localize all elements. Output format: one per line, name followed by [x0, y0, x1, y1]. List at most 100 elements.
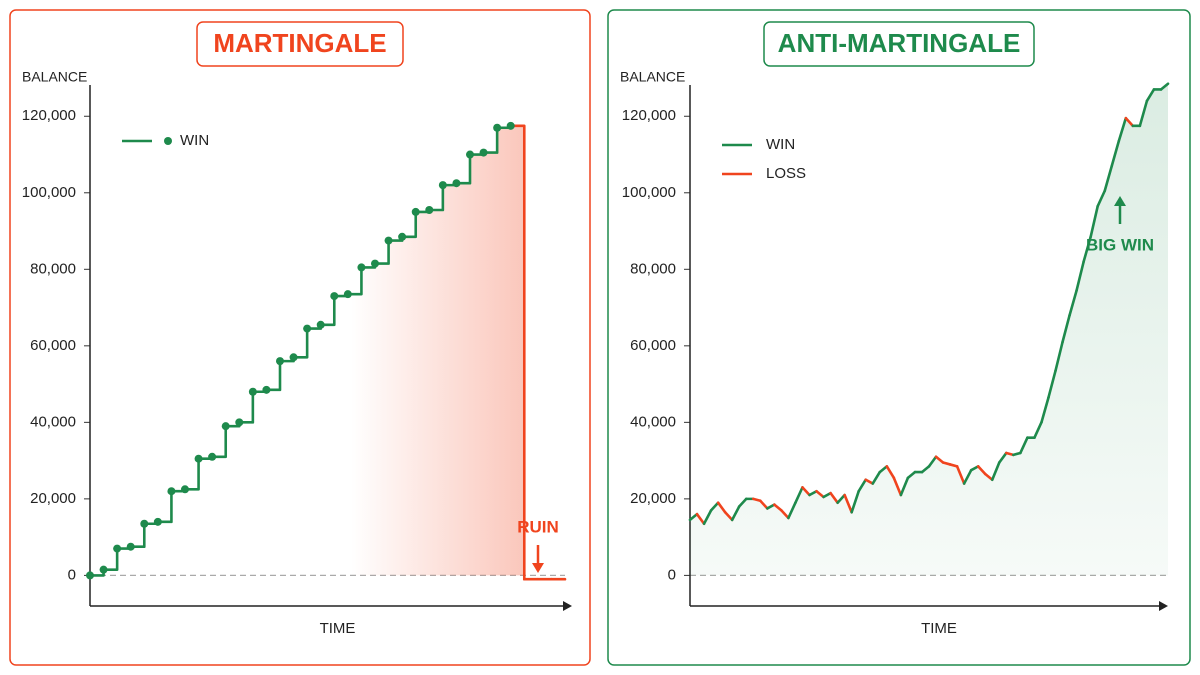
line-segment: [1040, 396, 1050, 424]
line-segment: [815, 489, 825, 499]
line-segment: [737, 497, 748, 508]
line-segment: [836, 493, 846, 504]
marker: [235, 418, 244, 427]
line-segment: [934, 455, 945, 464]
annotation: RUIN: [517, 517, 559, 536]
line-segment: [983, 472, 994, 482]
legend-marker: [164, 137, 172, 145]
legend-label: WIN: [180, 132, 209, 149]
y-axis-label: BALANCE: [22, 69, 87, 85]
marker: [411, 207, 420, 216]
marker: [438, 181, 447, 190]
line-segment: [210, 424, 228, 459]
annotation: BIG WIN: [1086, 235, 1154, 254]
panel-frame: [9, 9, 591, 666]
line-segment: [1075, 260, 1085, 292]
marker: [208, 452, 217, 461]
marker: [371, 259, 379, 268]
line-segment: [969, 465, 980, 472]
marker: [303, 324, 312, 333]
marker: [221, 422, 230, 431]
line-segment: [455, 153, 472, 185]
marker: [248, 387, 257, 396]
marker: [289, 353, 298, 362]
line-segment: [156, 489, 173, 524]
line-segment: [716, 501, 727, 514]
marker: [425, 206, 434, 214]
chart-title: ANTI-MARTINGALE: [778, 28, 1021, 58]
y-tick-label: 120,000: [22, 107, 76, 124]
y-tick-label: 40,000: [30, 413, 76, 430]
y-tick-label: 80,000: [30, 260, 76, 277]
line-segment: [794, 486, 804, 504]
marker: [316, 320, 325, 329]
marker: [126, 542, 135, 551]
line-segment: [1054, 340, 1064, 372]
x-axis-arrow: [563, 601, 572, 611]
line-segment: [878, 465, 889, 474]
legend-label: WIN: [766, 136, 795, 153]
marker: [140, 519, 149, 528]
line-segment: [829, 491, 839, 504]
marker: [262, 385, 271, 394]
line-segment: [906, 470, 917, 480]
line-segment: [702, 509, 713, 526]
line-segment: [885, 465, 896, 480]
line-segment: [1096, 189, 1107, 208]
area: [690, 83, 1168, 576]
line-segment: [1033, 421, 1043, 439]
marker: [153, 517, 162, 526]
line-segment: [822, 491, 832, 499]
line-segment: [864, 478, 875, 485]
line-segment: [780, 509, 790, 520]
y-tick-label: 100,000: [622, 184, 676, 201]
y-tick-label: 40,000: [630, 413, 676, 430]
marker: [113, 544, 122, 553]
y-tick-label: 0: [668, 566, 676, 583]
marker: [343, 290, 352, 299]
line-segment: [850, 489, 861, 514]
panel-frame: [607, 9, 1191, 666]
line-segment: [899, 476, 910, 497]
line-segment: [766, 503, 776, 510]
line-segment: [1047, 369, 1057, 399]
line-segment: [997, 451, 1008, 464]
marker: [276, 357, 284, 366]
y-tick-label: 20,000: [630, 490, 676, 507]
line-segment: [346, 266, 363, 296]
title-box: [196, 21, 404, 67]
line-segment: [758, 499, 769, 510]
line-segment: [400, 210, 418, 239]
line-segment: [509, 124, 526, 581]
marker: [479, 148, 488, 157]
line-segment: [920, 465, 931, 474]
line-segment: [1019, 436, 1029, 455]
line-segment: [688, 512, 699, 522]
y-axis-label: BALANCE: [620, 69, 685, 85]
line-segment: [265, 359, 282, 392]
line-segment: [892, 476, 903, 497]
line-segment: [1138, 99, 1149, 128]
y-tick-label: 0: [68, 566, 76, 583]
marker: [452, 179, 461, 188]
line-segment: [1061, 313, 1071, 344]
marker: [466, 150, 474, 159]
x-axis-label: TIME: [921, 620, 957, 637]
line-segment: [1117, 116, 1128, 143]
marker: [194, 454, 203, 463]
line-segment: [237, 390, 255, 424]
marker: [357, 263, 366, 272]
line-segment: [843, 493, 853, 514]
y-tick-label: 60,000: [630, 337, 676, 354]
chart-title: MARTINGALE: [213, 28, 386, 58]
line-segment: [695, 512, 706, 526]
line-segment: [801, 486, 811, 497]
line-segment: [1068, 289, 1078, 317]
line-segment: [723, 510, 734, 522]
line-segment: [990, 461, 1001, 482]
line-segment: [857, 478, 868, 493]
marker: [181, 485, 189, 494]
line-segment: [808, 489, 818, 497]
line-segment: [787, 501, 797, 520]
